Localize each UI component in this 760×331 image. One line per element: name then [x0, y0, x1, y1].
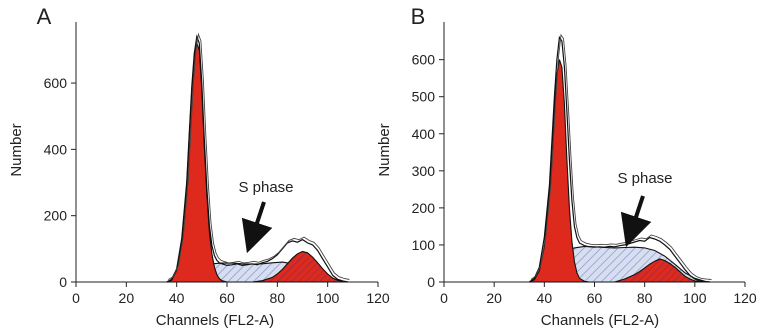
- panel-b-y-tick-label: 0: [427, 274, 435, 290]
- panel-b: B Number Channels (FL2-A) 0 20 40 60 80 100 12…: [376, 4, 757, 329]
- panel-a-xlabel: Channels (FL2-A): [156, 312, 274, 329]
- panel-b-y-tick-label: 500: [412, 89, 436, 105]
- panel-b-g2m-area: [614, 258, 705, 283]
- panel-a-ylabel: Number: [8, 123, 25, 176]
- panel-a-annotation-arrow: [241, 201, 273, 254]
- panel-b-x-tick-label: 80: [637, 290, 653, 306]
- panel-b-histogram-line: [528, 35, 710, 283]
- panel-a-y-tick-label: 0: [59, 274, 67, 290]
- panel-b-annotation: S phase: [617, 170, 672, 187]
- panel-b-letter: B: [411, 4, 426, 29]
- panel-a-x-tick-label: 120: [366, 290, 390, 306]
- panel-a-histogram-line: [166, 34, 348, 283]
- panel-b-x-tick-label: 60: [587, 290, 603, 306]
- panel-a-g2m-area: [252, 250, 348, 283]
- panel-a-x-tick-label: 60: [219, 290, 235, 306]
- panel-a-y-tick-label: 200: [44, 208, 68, 224]
- panel-a-x-tick-label: 40: [169, 290, 185, 306]
- panel-b-x-tick-label: 40: [537, 290, 553, 306]
- panel-a: A Number Channels (FL2-A) 0 20 40 60 80 100 12…: [8, 4, 390, 329]
- panel-b-y-tick-label: 300: [412, 163, 436, 179]
- panel-a-x-tick-label: 0: [72, 290, 80, 306]
- panel-b-x-tick-label: 100: [683, 290, 707, 306]
- panel-a-g1-area: [166, 41, 233, 283]
- panel-a-x-tick-label: 80: [270, 290, 286, 306]
- panel-b-annotation-arrow: [620, 195, 652, 248]
- panel-b-y-tick-label: 100: [412, 237, 436, 253]
- panel-b-x-tick-label: 20: [486, 290, 502, 306]
- panel-b-ylabel: Number: [376, 123, 393, 176]
- panel-b-plot: 0 20 40 60 80 100 120 0 100 200 300 400 500 600: [412, 22, 757, 306]
- panel-b-x-tick-label: 0: [440, 290, 448, 306]
- panel-b-y-tick-label: 200: [412, 200, 436, 216]
- panel-b-y-tick-label: 600: [412, 52, 436, 68]
- panel-a-y-tick-label: 600: [44, 75, 68, 91]
- panel-a-x-tick-label: 20: [119, 290, 135, 306]
- panel-b-x-tick-label: 120: [733, 290, 757, 306]
- panel-a-plot: 0 20 40 60 80 100 120 0 200 400 600: [44, 22, 390, 306]
- panel-a-y-tick-label: 400: [44, 141, 68, 157]
- panel-b-fit-envelope-line: [530, 33, 712, 280]
- panel-b-xlabel: Channels (FL2-A): [541, 312, 659, 329]
- panel-a-x-tick-label: 100: [316, 290, 340, 306]
- panel-a-annotation: S phase: [238, 179, 293, 196]
- panel-a-letter: A: [37, 4, 52, 29]
- panel-a-fit-envelope-line: [167, 32, 350, 280]
- panel-b-y-tick-label: 400: [412, 126, 436, 142]
